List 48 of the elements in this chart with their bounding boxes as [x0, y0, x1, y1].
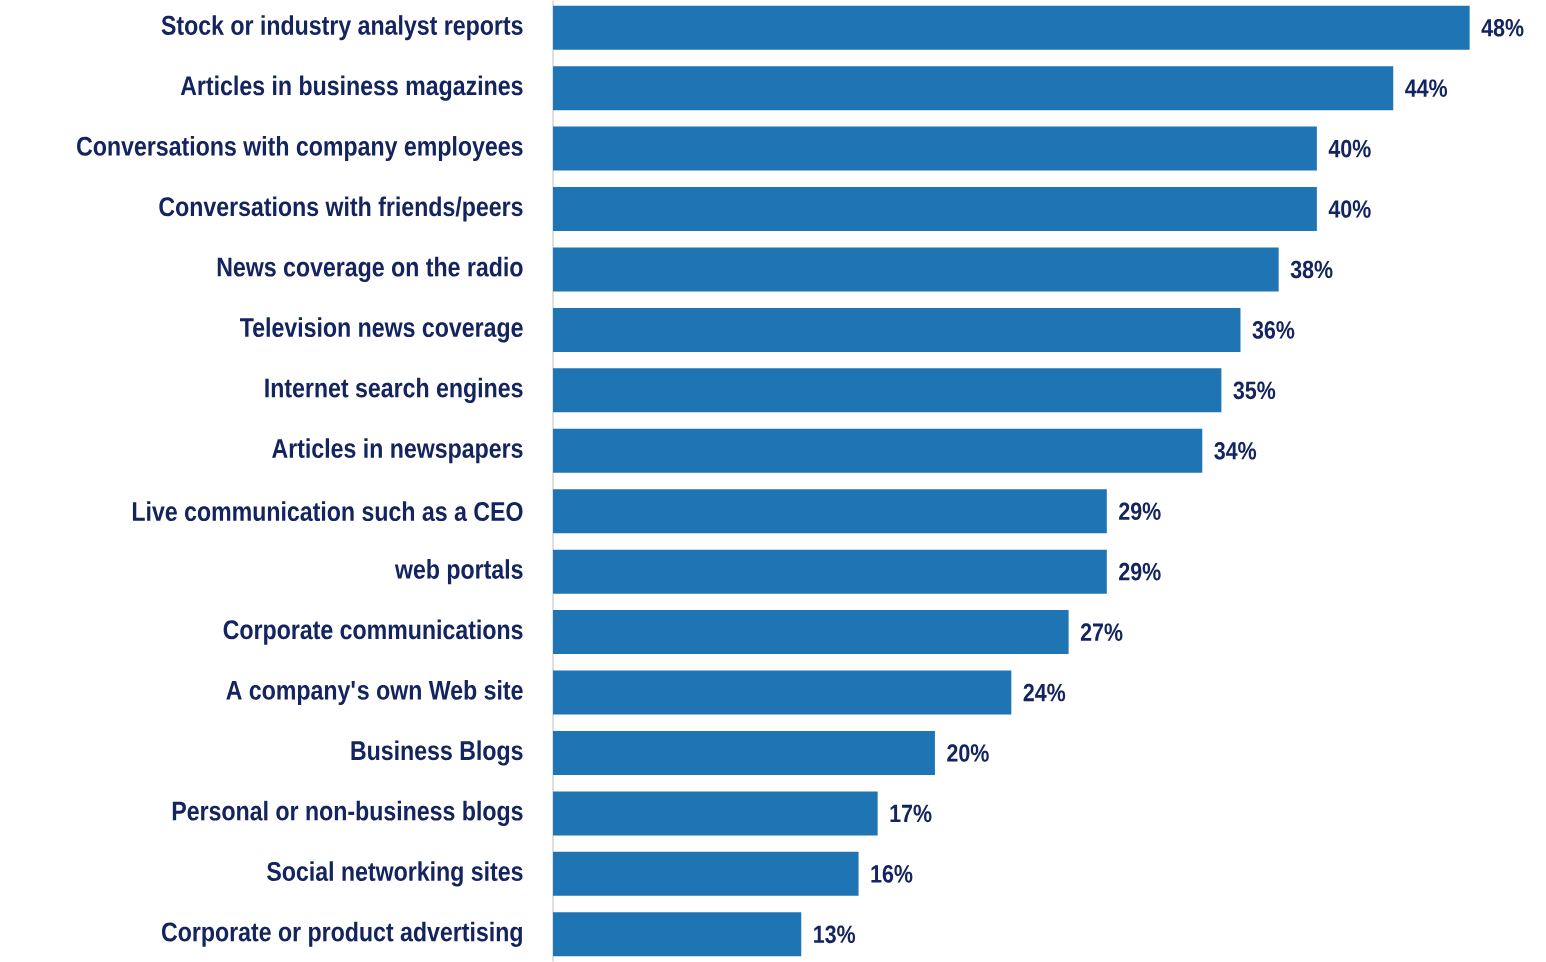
data-label: 40%: [1328, 200, 1371, 218]
bar: [553, 610, 1069, 655]
data-label: 16%: [871, 865, 913, 883]
y-tick-label: web portals: [394, 559, 523, 585]
y-tick-label: Personal or non-business blogs: [172, 800, 523, 827]
data-label: 48%: [1481, 18, 1524, 37]
y-tick-label: Corporate communications: [223, 619, 523, 645]
data-label: 40%: [1328, 139, 1371, 158]
y-tick-label: A company's own Web site: [226, 680, 523, 706]
bar: [553, 307, 1241, 352]
data-label: 20%: [947, 744, 989, 762]
bar: [553, 428, 1203, 473]
y-tick-label: Social networking sites: [267, 861, 523, 887]
data-label: 29%: [1119, 502, 1161, 521]
bar: [553, 368, 1222, 413]
bar: [553, 5, 1470, 50]
data-label: 38%: [1290, 260, 1333, 279]
y-tick-label: Business Blogs: [351, 740, 523, 766]
bar: [553, 912, 802, 957]
data-label: 35%: [1233, 381, 1276, 400]
data-label: 29%: [1119, 562, 1161, 581]
data-label: 36%: [1252, 321, 1295, 339]
data-label: 13%: [814, 925, 856, 944]
y-tick-label: Articles in newspapers: [272, 438, 523, 464]
bar: [553, 670, 1012, 715]
bar: [553, 549, 1107, 594]
bar: [553, 730, 935, 775]
y-tick-label: Conversations with company employees: [77, 136, 523, 162]
bar: [553, 791, 878, 836]
y-tick-label: Stock or industry analyst reports: [161, 15, 523, 41]
bar: [553, 187, 1317, 232]
y-tick-label: Articles in business magazines: [180, 75, 523, 101]
data-label: 44%: [1405, 79, 1448, 97]
bar: [553, 851, 859, 896]
y-tick-label: Corporate or product advertising: [161, 921, 522, 947]
bar: [553, 66, 1394, 111]
y-tick-label: Live communication such as a CEO: [132, 501, 523, 522]
bar: [553, 247, 1279, 292]
y-tick-label: Television news coverage: [240, 317, 523, 343]
y-tick-label: Conversations with friends/peers: [159, 196, 523, 222]
y-tick-label: News coverage on the radio: [217, 256, 523, 283]
bar: [553, 489, 1107, 534]
data-label: 24%: [1023, 683, 1066, 702]
data-label: 34%: [1214, 441, 1257, 460]
data-label: 27%: [1080, 623, 1123, 641]
data-label: 17%: [890, 804, 932, 823]
bar: [553, 126, 1317, 171]
y-tick-label: Internet search engines: [265, 377, 523, 403]
